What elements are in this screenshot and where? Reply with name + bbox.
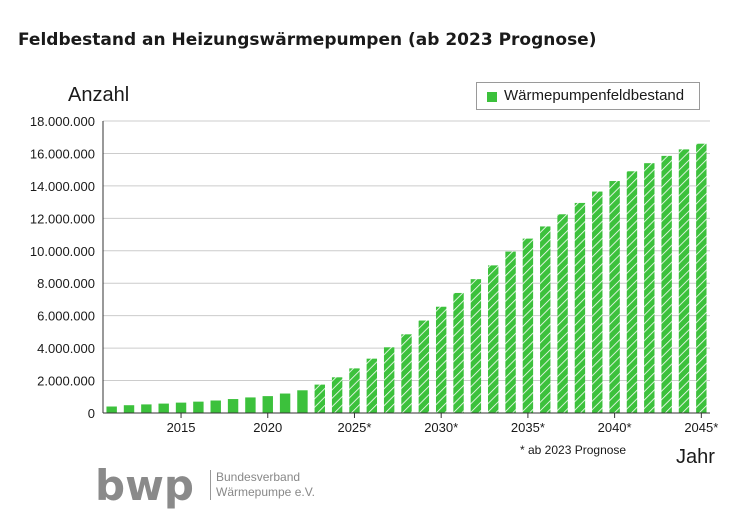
- bar-2042: [644, 163, 655, 413]
- bar-2033: [488, 265, 499, 413]
- legend: Wärmepumpenfeldbestand: [476, 82, 700, 110]
- y-tick-label: 6.000.000: [37, 309, 95, 324]
- bar-2044: [678, 149, 690, 413]
- logo-wordmark: bwp: [95, 466, 194, 510]
- bar-2016: [193, 401, 204, 413]
- bar-2017: [210, 400, 221, 413]
- y-tick-label: 16.000.000: [30, 146, 95, 161]
- bar-2035: [522, 238, 534, 413]
- x-tick-label: 2015: [167, 420, 196, 435]
- bar-2029: [418, 320, 430, 413]
- bar-2023: [314, 384, 325, 413]
- y-tick-label: 2.000.000: [37, 374, 95, 389]
- y-tick-label: 8.000.000: [37, 276, 95, 291]
- bar-2011: [106, 406, 117, 413]
- x-axis-label: Jahr: [676, 446, 715, 468]
- organization-name: Bundesverband Wärmepumpe e.V.: [210, 470, 315, 500]
- bar-2021: [279, 393, 291, 413]
- bar-2018: [227, 399, 239, 413]
- bar-2041: [626, 171, 638, 413]
- y-tick-label: 12.000.000: [30, 211, 95, 226]
- bar-2027: [383, 347, 395, 413]
- x-tick-label: 2035*: [511, 420, 545, 435]
- y-tick-label: 14.000.000: [30, 179, 95, 194]
- y-tick-label: 4.000.000: [37, 341, 95, 356]
- bar-2030: [435, 306, 447, 413]
- chart-title: Feldbestand an Heizungswärmepumpen (ab 2…: [18, 30, 597, 50]
- bar-2034: [505, 251, 516, 413]
- x-tick-label: 2025*: [337, 420, 371, 435]
- bar-2040: [609, 181, 620, 413]
- bar-2036: [540, 226, 551, 413]
- bar-2022: [297, 390, 308, 413]
- legend-label: Wärmepumpenfeldbestand: [504, 87, 685, 104]
- bar-2037: [557, 214, 568, 413]
- bar-2038: [574, 202, 586, 413]
- bar-2012: [123, 405, 135, 413]
- x-tick-label: 2040*: [598, 420, 632, 435]
- bar-2031: [453, 292, 464, 413]
- bar-2043: [661, 155, 672, 413]
- bar-2013: [141, 404, 152, 413]
- x-tick-label: 2045*: [684, 420, 718, 435]
- forecast-footnote: * ab 2023 Prognose: [520, 443, 627, 457]
- bar-2014: [158, 403, 169, 413]
- bar-2024: [331, 377, 343, 413]
- bar-2025: [349, 368, 360, 413]
- bar-2020: [262, 396, 273, 413]
- bar-2015: [175, 402, 187, 413]
- y-tick-label: 18.000.000: [30, 114, 95, 129]
- y-tick-label: 10.000.000: [30, 244, 95, 259]
- bar-2019: [245, 397, 256, 413]
- legend-swatch: [487, 92, 497, 102]
- bar-2032: [470, 279, 482, 413]
- bar-2028: [401, 334, 412, 413]
- x-tick-label: 2030*: [424, 420, 458, 435]
- bwp-logo: bwp: [95, 466, 194, 510]
- y-axis-label: Anzahl: [68, 84, 130, 106]
- organization-name-line1: Bundesverband: [216, 470, 301, 484]
- y-tick-label: 0: [88, 406, 95, 421]
- bar-2039: [592, 191, 603, 413]
- organization-name-line2: Wärmepumpe e.V.: [216, 485, 315, 499]
- bar-2045: [696, 143, 707, 413]
- bar-2026: [366, 358, 378, 413]
- x-tick-label: 2020: [253, 420, 282, 435]
